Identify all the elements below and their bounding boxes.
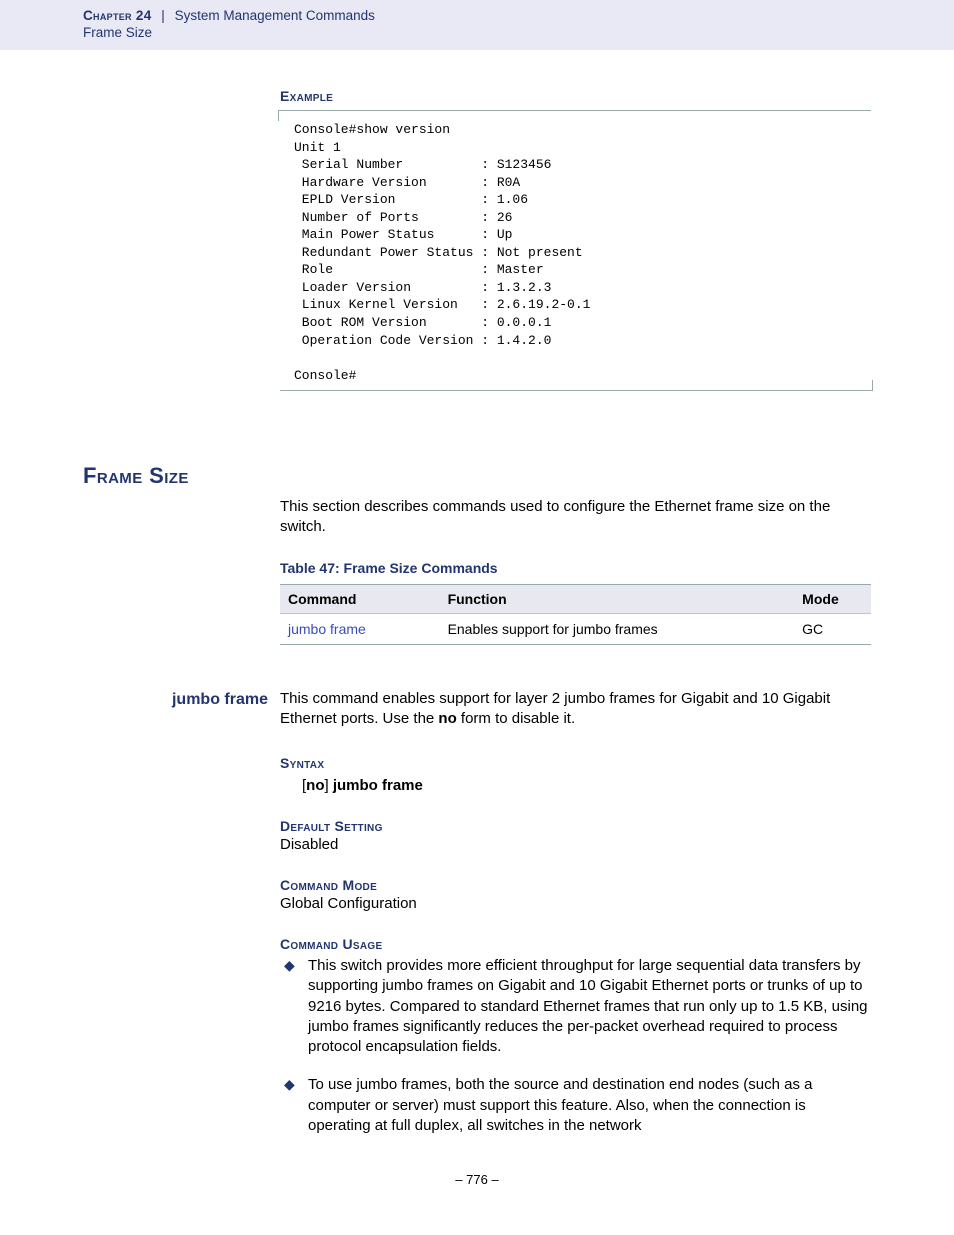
chapter-label: Chapter 24	[83, 8, 152, 23]
chapter-title: System Management Commands	[175, 8, 375, 23]
syntax-cmd: jumbo frame	[333, 777, 423, 794]
jumbo-desc-2: form to disable it.	[457, 710, 575, 727]
page: Chapter 24 | System Management Commands …	[0, 0, 954, 1235]
table-cell-function: Enables support for jumbo frames	[440, 613, 795, 644]
page-footer: – 776 –	[83, 1172, 871, 1207]
table-col-command: Command	[280, 584, 440, 613]
jumbo-frame-section: jumbo frame This command enables support…	[83, 689, 871, 730]
commands-table: Command Function Mode jumbo frame Enable…	[280, 584, 871, 645]
table-row: jumbo frame Enables support for jumbo fr…	[280, 613, 871, 644]
usage-item: To use jumbo frames, both the source and…	[280, 1075, 871, 1136]
example-heading: Example	[280, 88, 871, 104]
page-header-band: Chapter 24 | System Management Commands …	[0, 0, 954, 50]
table-cell-command: jumbo frame	[280, 613, 440, 644]
table-caption: Table 47: Frame Size Commands	[280, 560, 871, 576]
section-heading: Frame Size	[83, 463, 871, 489]
default-setting-heading: Default Setting	[280, 818, 871, 834]
jumbo-desc-bold: no	[438, 710, 456, 727]
header-subtitle: Frame Size	[83, 25, 871, 40]
console-output: Console#show version Unit 1 Serial Numbe…	[280, 121, 871, 384]
command-usage-heading: Command Usage	[280, 936, 871, 952]
command-mode-value: Global Configuration	[280, 895, 871, 912]
syntax-close: ]	[325, 777, 333, 794]
table-col-mode: Mode	[794, 584, 871, 613]
section-intro: This section describes commands used to …	[280, 497, 871, 538]
syntax-heading: Syntax	[280, 755, 871, 771]
jumbo-frame-link[interactable]: jumbo frame	[288, 621, 366, 637]
table-header-row: Command Function Mode	[280, 584, 871, 613]
command-mode-heading: Command Mode	[280, 877, 871, 893]
table-cell-mode: GC	[794, 613, 871, 644]
table-col-function: Function	[440, 584, 795, 613]
example-box: Console#show version Unit 1 Serial Numbe…	[280, 110, 871, 391]
default-setting-value: Disabled	[280, 836, 871, 853]
jumbo-frame-body: This command enables support for layer 2…	[280, 689, 871, 730]
page-header: Chapter 24 | System Management Commands …	[83, 8, 871, 40]
usage-item: This switch provides more efficient thro…	[280, 956, 871, 1057]
jumbo-frame-label: jumbo frame	[83, 689, 280, 730]
header-line-1: Chapter 24 | System Management Commands	[83, 8, 871, 23]
content-area: Example Console#show version Unit 1 Seri…	[83, 88, 871, 1207]
syntax-no: no	[306, 777, 324, 794]
syntax-line: [no] jumbo frame	[280, 777, 871, 794]
header-separator: |	[155, 8, 171, 23]
usage-list: This switch provides more efficient thro…	[280, 956, 871, 1136]
